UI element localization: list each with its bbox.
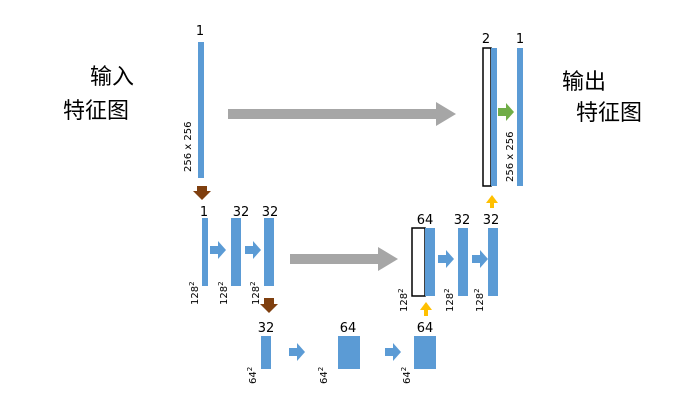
input-channel-label: 1 — [196, 24, 204, 39]
mid-enc-bar-3 — [264, 218, 274, 286]
mid-enc-size-3: 1282 — [249, 281, 262, 305]
input-size-label: 256 x 256 — [183, 122, 194, 172]
mid-enc-conv-arrow-2 — [245, 241, 261, 259]
input-label-line2: 特征图 — [63, 99, 129, 124]
output-feature-bar — [517, 48, 523, 186]
output-label-line2: 特征图 — [576, 101, 642, 126]
mid-enc-channel-1: 1 — [200, 205, 208, 220]
output-size-label: 256 x 256 — [505, 132, 516, 182]
low-bar-1 — [261, 336, 271, 369]
low-bar-2 — [338, 336, 360, 369]
low-size-2: 642 — [317, 367, 330, 384]
mid-enc-size-2: 1282 — [217, 281, 230, 305]
mid-dec-outline-bar — [412, 228, 425, 296]
downsample-arrow-2 — [260, 298, 278, 313]
concat-outline-bar — [483, 48, 491, 186]
low-channel-1: 32 — [258, 321, 275, 336]
mid-dec-bar-3 — [488, 228, 498, 296]
mid-dec-bar-2 — [458, 228, 468, 296]
final-conv-arrow — [498, 103, 514, 121]
mid-dec-channel-2: 32 — [454, 213, 471, 228]
mid-dec-size-1: 1282 — [397, 288, 410, 312]
top-skip-arrow — [228, 102, 456, 126]
mid-dec-size-2: 1282 — [443, 288, 456, 312]
concat-channel-label: 2 — [482, 32, 490, 47]
mid-enc-channel-2: 32 — [233, 205, 250, 220]
mid-dec-conv-arrow-1 — [438, 250, 454, 268]
low-channel-3: 64 — [417, 321, 434, 336]
mid-dec-filled-bar — [425, 228, 435, 296]
mid-dec-size-3: 1282 — [473, 288, 486, 312]
mid-enc-bar-2 — [231, 218, 241, 286]
output-label-line1: 输出 — [562, 70, 606, 95]
mid-enc-conv-arrow-1 — [210, 241, 226, 259]
low-conv-arrow-1 — [289, 343, 305, 361]
concat-filled-bar — [491, 48, 497, 186]
mid-dec-channel-3: 32 — [483, 213, 500, 228]
input-feature-bar — [198, 42, 204, 178]
mid-enc-size-1: 1282 — [188, 281, 201, 305]
low-channel-2: 64 — [340, 321, 357, 336]
low-size-3: 642 — [400, 367, 413, 384]
low-bar-3 — [414, 336, 436, 369]
low-conv-arrow-2 — [385, 343, 401, 361]
mid-dec-conv-arrow-2 — [472, 250, 488, 268]
low-size-1: 642 — [246, 367, 259, 384]
mid-dec-channel-1: 64 — [417, 213, 434, 228]
mid-skip-arrow — [290, 247, 398, 271]
mid-enc-bar-1 — [202, 218, 208, 286]
output-channel-label: 1 — [516, 32, 524, 47]
downsample-arrow-1 — [193, 186, 211, 200]
input-label-line1: 输入 — [90, 65, 134, 90]
upsample-arrow-2 — [420, 302, 432, 316]
mid-enc-channel-3: 32 — [262, 205, 279, 220]
upsample-arrow-1 — [486, 195, 498, 208]
